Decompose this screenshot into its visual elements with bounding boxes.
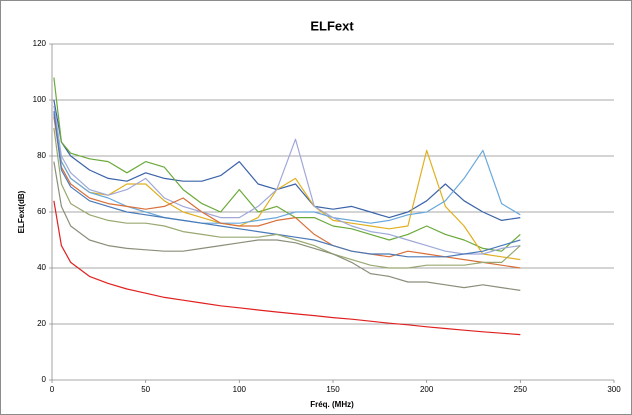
y-tick-label: 20 (37, 319, 46, 328)
series-line (53, 116, 521, 269)
series-line (53, 105, 521, 255)
series-line (53, 200, 521, 336)
y-tick-label: 120 (33, 39, 47, 48)
x-tick-label: 0 (50, 385, 55, 394)
series-line (53, 161, 521, 291)
x-axis-label: Fréq. (MHz) (310, 400, 354, 409)
y-tick-label: 100 (33, 95, 47, 104)
x-tick-label: 100 (233, 385, 247, 394)
series-line (53, 127, 521, 269)
x-tick-label: 300 (607, 385, 621, 394)
y-tick-label: 80 (37, 151, 46, 160)
y-tick-label: 60 (37, 207, 46, 216)
y-tick-label: 0 (42, 375, 47, 384)
x-tick-label: 200 (420, 385, 434, 394)
chart-title: ELFext (310, 18, 354, 33)
y-tick-label: 40 (37, 263, 46, 272)
series-line (53, 77, 521, 252)
x-tick-label: 250 (514, 385, 528, 394)
y-axis-label: ELFext(dB) (17, 190, 26, 233)
x-tick-label: 150 (326, 385, 340, 394)
x-tick-label: 50 (141, 385, 150, 394)
series-line (53, 113, 521, 224)
